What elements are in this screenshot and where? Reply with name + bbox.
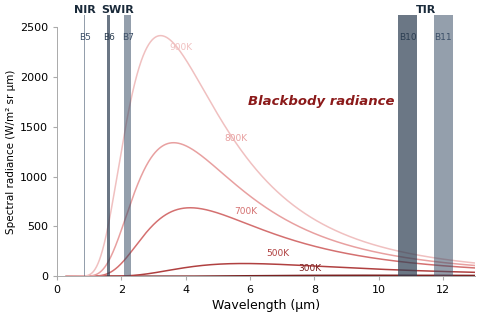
Text: 800K: 800K	[224, 134, 247, 143]
Text: B6: B6	[103, 33, 114, 42]
Text: 500K: 500K	[265, 249, 288, 258]
Text: B5: B5	[79, 33, 90, 42]
Text: Blackbody radiance: Blackbody radiance	[247, 95, 393, 108]
Text: B7: B7	[121, 33, 133, 42]
Text: B11: B11	[433, 33, 451, 42]
Text: 700K: 700K	[233, 207, 256, 216]
Text: NIR: NIR	[74, 5, 96, 15]
Text: SWIR: SWIR	[101, 5, 134, 15]
Text: B10: B10	[398, 33, 416, 42]
Y-axis label: Spectral radiance (W/m² sr μm): Spectral radiance (W/m² sr μm)	[6, 70, 15, 234]
Text: 300K: 300K	[298, 264, 321, 273]
Text: TIR: TIR	[415, 5, 435, 15]
Text: 900K: 900K	[169, 43, 192, 52]
X-axis label: Wavelength (μm): Wavelength (μm)	[212, 300, 320, 313]
